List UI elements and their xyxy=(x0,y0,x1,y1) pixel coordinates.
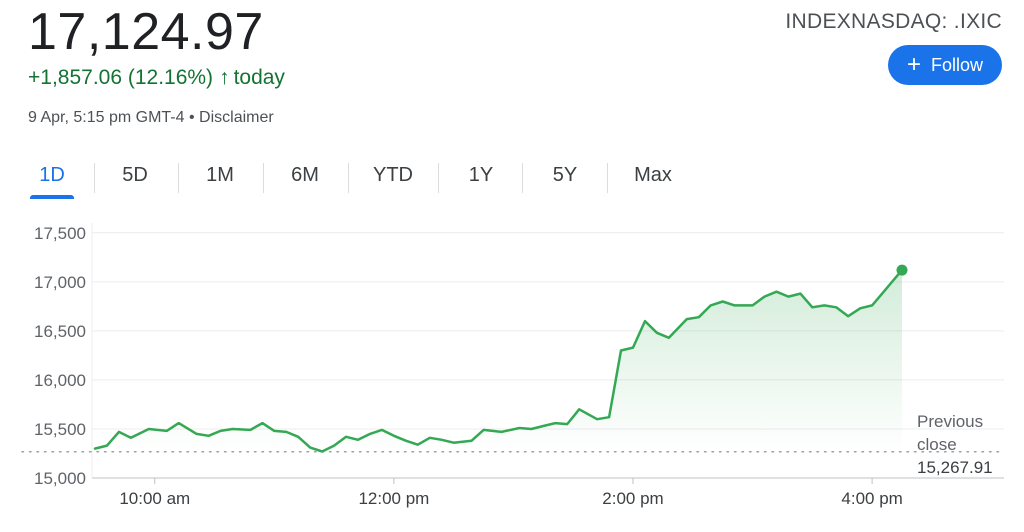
previous-close-label: close xyxy=(917,435,957,454)
x-tick-label: 12:00 pm xyxy=(358,489,429,508)
y-tick-label: 17,000 xyxy=(34,273,86,292)
y-tick-label: 15,000 xyxy=(34,469,86,488)
previous-close-value: 15,267.91 xyxy=(917,458,993,477)
x-tick-label: 2:00 pm xyxy=(602,489,663,508)
y-tick-label: 17,500 xyxy=(34,224,86,243)
y-tick-label: 15,500 xyxy=(34,420,86,439)
area-fill xyxy=(95,270,902,452)
current-price-dot xyxy=(897,265,908,276)
y-tick-label: 16,500 xyxy=(34,322,86,341)
x-tick-label: 10:00 am xyxy=(119,489,190,508)
previous-close-label: Previous xyxy=(917,412,983,431)
y-tick-label: 16,000 xyxy=(34,371,86,390)
x-tick-label: 4:00 pm xyxy=(841,489,902,508)
